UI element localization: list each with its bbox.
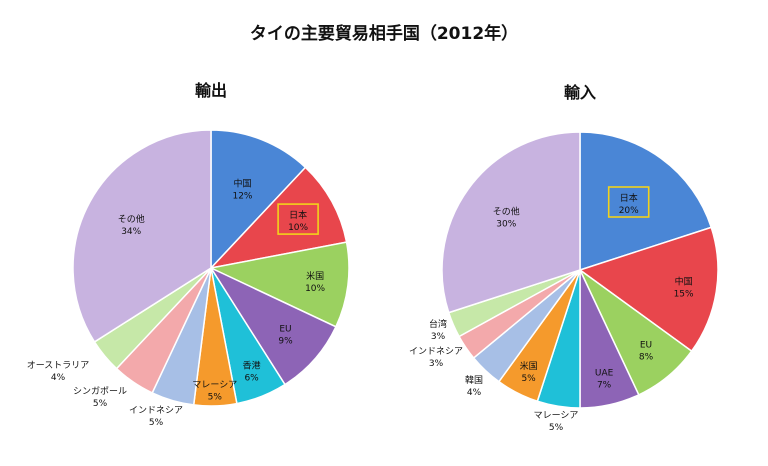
import-slice-label-8: 台湾 (429, 318, 447, 330)
export-slice-value-5: 5% (208, 392, 223, 402)
import-slice-label-0: 日本 (620, 192, 638, 204)
export-slice-label-0: 中国 (233, 177, 251, 189)
import-slice-0 (579, 131, 713, 272)
export-slice-value-3: 9% (278, 337, 293, 347)
export-slice-value-4: 6% (244, 374, 259, 384)
import-slice-1 (578, 226, 719, 353)
import-slice-label-3: UAE (595, 369, 614, 379)
export-highlight-box (277, 203, 319, 235)
import-slice-label-2: EU (640, 341, 652, 351)
import-slice-9 (441, 131, 581, 314)
export-slice-label-9: その他 (118, 213, 145, 225)
import-slice-label-9: その他 (493, 206, 520, 218)
export-slice-value-7: 5% (93, 399, 108, 409)
import-slice-value-4: 5% (549, 423, 564, 433)
import-slice-label-4: マレーシア (534, 411, 579, 421)
chart-title: タイの主要貿易相手国（2012年） (250, 23, 518, 44)
export-chart-title: 輸出 (195, 81, 227, 100)
import-slice-value-8: 3% (431, 332, 446, 342)
export-slice-label-4: 香港 (243, 360, 261, 372)
import-highlight-box (607, 186, 650, 218)
import-slice-value-6: 4% (467, 388, 482, 398)
export-slice-value-1: 10% (288, 223, 308, 233)
export-slice-2 (208, 241, 350, 328)
import-slice-value-7: 3% (429, 359, 444, 369)
import-slice-value-3: 7% (597, 381, 612, 391)
export-slice-value-2: 10% (305, 284, 325, 294)
export-slice-9 (72, 129, 212, 343)
export-slice-label-6: インドネシア (129, 405, 183, 416)
import-slice-label-7: インドネシア (409, 346, 463, 357)
import-pie: 日本 20% 中国 15% EU 8% UAE 7% マレーシア 5% 米国 5% 韓国 4% インドネシア… (409, 131, 719, 433)
import-slice-value-5: 5% (521, 374, 536, 384)
export-slice-value-8: 4% (51, 373, 66, 383)
import-slice-label-6: 韓国 (465, 375, 483, 386)
export-slice-0 (210, 129, 307, 270)
import-chart-title: 輸入 (564, 83, 596, 102)
import-slice-value-2: 8% (639, 353, 654, 363)
export-slice-value-9: 34% (121, 227, 141, 237)
export-slice-label-3: EU (279, 325, 291, 335)
import-slice-value-9: 30% (496, 220, 516, 230)
import-slice-label-5: 米国 (520, 360, 538, 372)
export-slice-label-7: シンガポール (73, 386, 127, 397)
export-slice-label-2: 米国 (306, 270, 324, 282)
export-slice-value-6: 5% (149, 418, 164, 428)
export-slice-label-1: 日本 (289, 209, 307, 221)
export-slice-value-0: 12% (232, 191, 252, 201)
export-pie: 中国 12% 日本 10% 米国 10% EU 9% 香港 6% マレーシア 5% インドネシア 5% シン… (27, 129, 350, 428)
import-slice-value-1: 15% (674, 289, 694, 299)
import-slice-value-0: 20% (619, 206, 639, 216)
export-slice-label-5: マレーシア (192, 380, 237, 390)
import-slice-label-1: 中国 (675, 275, 693, 287)
export-slice-label-8: オーストラリア (27, 360, 90, 371)
